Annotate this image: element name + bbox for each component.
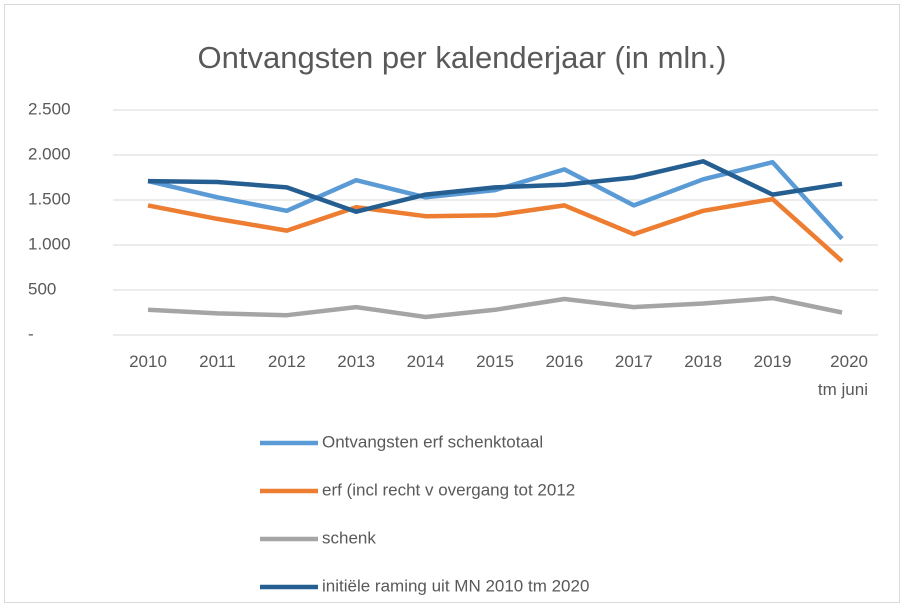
x-tick-label: 2013	[337, 352, 376, 371]
x-tick-label: 2018	[684, 352, 723, 371]
y-tick-label: 1.000	[28, 234, 71, 253]
legend-label: Ontvangsten erf schenktotaal	[322, 432, 543, 451]
line-series	[147, 295, 843, 320]
y-tick-label: 500	[28, 279, 56, 298]
chart-title: Ontvangsten per kalenderjaar (in mln.)	[198, 40, 727, 75]
x-tick-label: 2017	[614, 352, 653, 371]
legend-label: initiële raming uit MN 2010 tm 2020	[322, 576, 589, 595]
x-tick-label: 2011	[199, 352, 236, 371]
chart-border	[4, 4, 900, 603]
legend-label: schenk	[322, 528, 376, 547]
y-tick-label: 2.500	[28, 99, 71, 118]
legend-label: erf (incl recht v overgang tot 2012	[322, 480, 575, 499]
x-tick-label: 2014	[406, 352, 445, 371]
y-tick-label: 1.500	[28, 189, 71, 208]
x-tick-label: 2012	[267, 352, 306, 371]
y-tick-label: 2.000	[28, 144, 71, 163]
line-series	[147, 196, 844, 263]
line-series	[147, 159, 843, 214]
y-tick-label: -	[28, 324, 34, 343]
x-tick-label: 2016	[545, 352, 584, 371]
x-tick-label: 2010	[129, 352, 167, 371]
x-tick-label: 2020 tm juni	[817, 352, 868, 399]
x-tick-label: 2015	[476, 352, 514, 371]
x-tick-label: 2019	[753, 352, 792, 371]
